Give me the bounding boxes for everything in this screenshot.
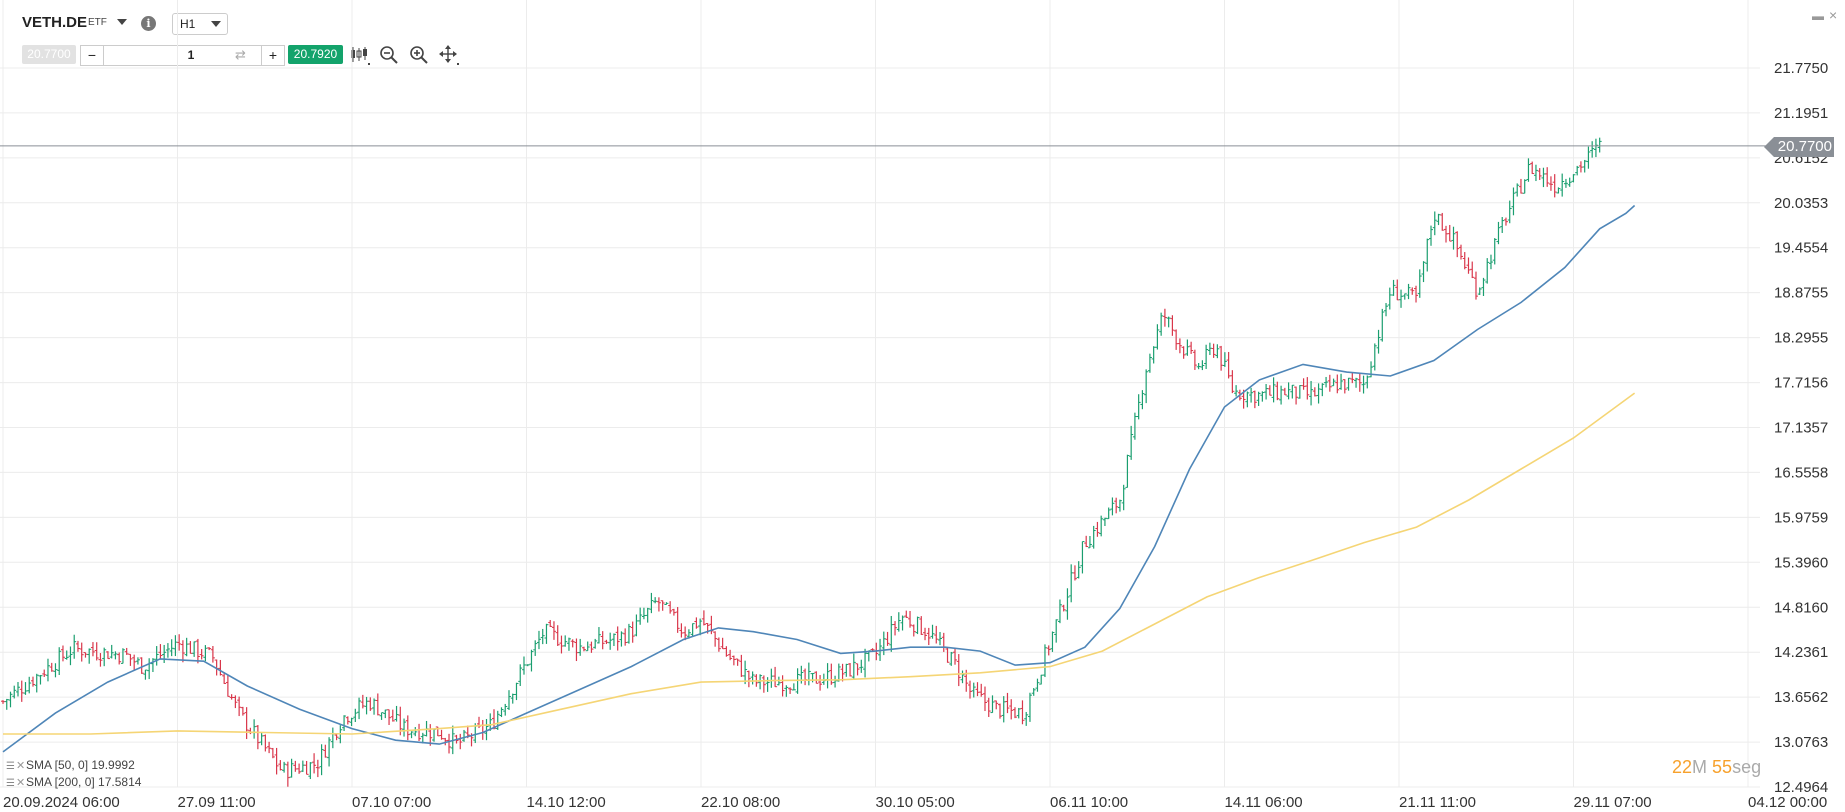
sma-50-line <box>2 204 1636 753</box>
price-axis-label: 12.4964 <box>1774 779 1828 796</box>
timeframe-select[interactable]: H1 <box>172 13 228 35</box>
info-icon[interactable]: i <box>141 16 156 31</box>
price-axis-label: 15.9759 <box>1774 509 1828 526</box>
price-axis-label: 14.8160 <box>1774 599 1828 616</box>
zoom-in-icon[interactable] <box>408 44 430 66</box>
price-axis-label: 20.0353 <box>1774 195 1828 212</box>
sync-icon[interactable]: ⇄ <box>235 47 246 62</box>
symbol-name[interactable]: VETH.DE <box>22 14 88 31</box>
price-axis-label: 15.3960 <box>1774 554 1828 571</box>
symbol-type: ETF <box>88 17 107 28</box>
price-axis-label: 13.0763 <box>1774 734 1828 751</box>
quantity-input[interactable]: 1 <box>187 48 195 62</box>
timer-seconds-unit: seg <box>1732 757 1762 777</box>
timer-minutes: 22 <box>1672 757 1693 777</box>
sell-price-button[interactable]: 20.7700 <box>22 45 76 64</box>
time-axis-label: 20.09.2024 06:00 <box>3 794 120 811</box>
time-axis-label: 14.10 12:00 <box>527 794 606 811</box>
price-axis-label: 13.6562 <box>1774 689 1828 706</box>
indicator-settings-icon[interactable]: ☰ <box>6 761 15 772</box>
price-axis-label: 21.1951 <box>1774 105 1828 122</box>
time-axis-label: 04.12 00:00 <box>1748 794 1827 811</box>
price-axis-label: 21.7750 <box>1774 60 1828 77</box>
indicator-legend-sma50: ☰✕SMA [50, 0] 19.9992 <box>6 758 135 772</box>
time-axis-label: 07.10 07:00 <box>352 794 431 811</box>
indicator-label: SMA [200, 0] 17.5814 <box>26 775 142 789</box>
remove-indicator-icon[interactable]: ✕ <box>16 760 26 772</box>
price-axis-label: 17.1357 <box>1774 420 1828 437</box>
time-axis-label: 27.09 11:00 <box>178 794 256 811</box>
buy-price-button[interactable]: 20.7920 <box>288 45 343 64</box>
indicator-legend-sma200: ☰✕SMA [200, 0] 17.5814 <box>6 775 141 789</box>
timer-minutes-unit: M <box>1692 757 1708 777</box>
remove-indicator-icon[interactable]: ✕ <box>16 777 26 789</box>
increase-quantity-button[interactable]: + <box>261 46 284 65</box>
timer-seconds: 55 <box>1712 757 1733 777</box>
sma-200-line <box>3 392 1636 735</box>
time-axis-label: 06.11 10:00 <box>1050 794 1128 811</box>
minimize-icon[interactable]: ▬ <box>1812 9 1824 23</box>
price-axis-label: 18.2955 <box>1774 330 1828 347</box>
current-price-badge: 20.7700 <box>1764 137 1834 157</box>
indicator-settings-icon[interactable]: ☰ <box>6 778 15 789</box>
price-axis-label: 14.2361 <box>1774 644 1828 661</box>
decrease-quantity-button[interactable]: − <box>81 46 104 65</box>
price-axis-label: 16.5558 <box>1774 464 1828 481</box>
chevron-down-icon <box>211 21 221 27</box>
zoom-out-icon[interactable] <box>378 44 400 66</box>
price-axis-label: 18.8755 <box>1774 285 1828 302</box>
candlestick-type-icon[interactable] <box>349 44 371 66</box>
candle-countdown: 22M 55seg <box>1672 757 1761 778</box>
symbol-dropdown-icon[interactable] <box>117 19 127 25</box>
time-axis-label: 22.10 08:00 <box>701 794 780 811</box>
pan-crosshair-icon[interactable] <box>438 44 460 66</box>
time-axis-label: 29.11 07:00 <box>1574 794 1652 811</box>
price-axis-label: 17.7156 <box>1774 375 1828 392</box>
close-icon[interactable]: × <box>1829 7 1838 23</box>
time-axis-label: 21.11 11:00 <box>1399 794 1476 811</box>
indicator-label: SMA [50, 0] 19.9992 <box>26 758 135 772</box>
chart-toolbar: VETH.DE ETF i H1 20.7700 − 1 ⇄ + 20.7920 <box>0 0 1845 80</box>
quantity-stepper: − 1 ⇄ + <box>80 45 285 66</box>
price-axis-label: 19.4554 <box>1774 240 1828 257</box>
time-axis-label: 30.10 05:00 <box>876 794 955 811</box>
time-axis-label: 14.11 06:00 <box>1225 794 1303 811</box>
timeframe-value: H1 <box>180 17 196 31</box>
